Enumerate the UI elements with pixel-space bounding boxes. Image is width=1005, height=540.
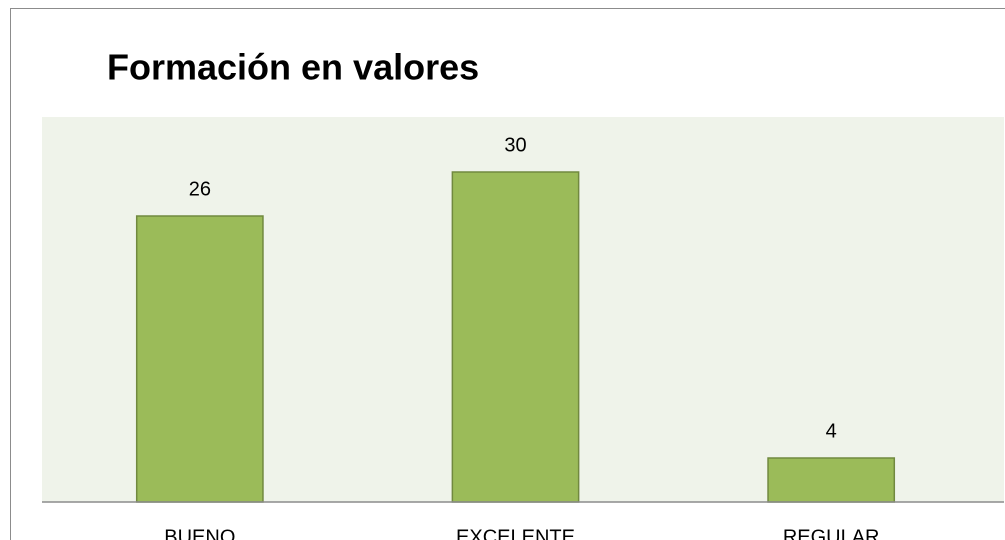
data-label: 26 <box>189 178 211 200</box>
x-tick-label: BUENO <box>164 526 235 540</box>
data-label: 4 <box>826 420 837 442</box>
bar <box>451 171 580 503</box>
data-label: 30 <box>504 134 526 156</box>
x-tick-label: EXCELENTE <box>456 526 575 540</box>
bar <box>767 457 896 503</box>
chart-title: Formación en valores <box>107 47 479 88</box>
bar <box>135 215 264 503</box>
x-tick-label: REGULAR <box>783 526 880 540</box>
